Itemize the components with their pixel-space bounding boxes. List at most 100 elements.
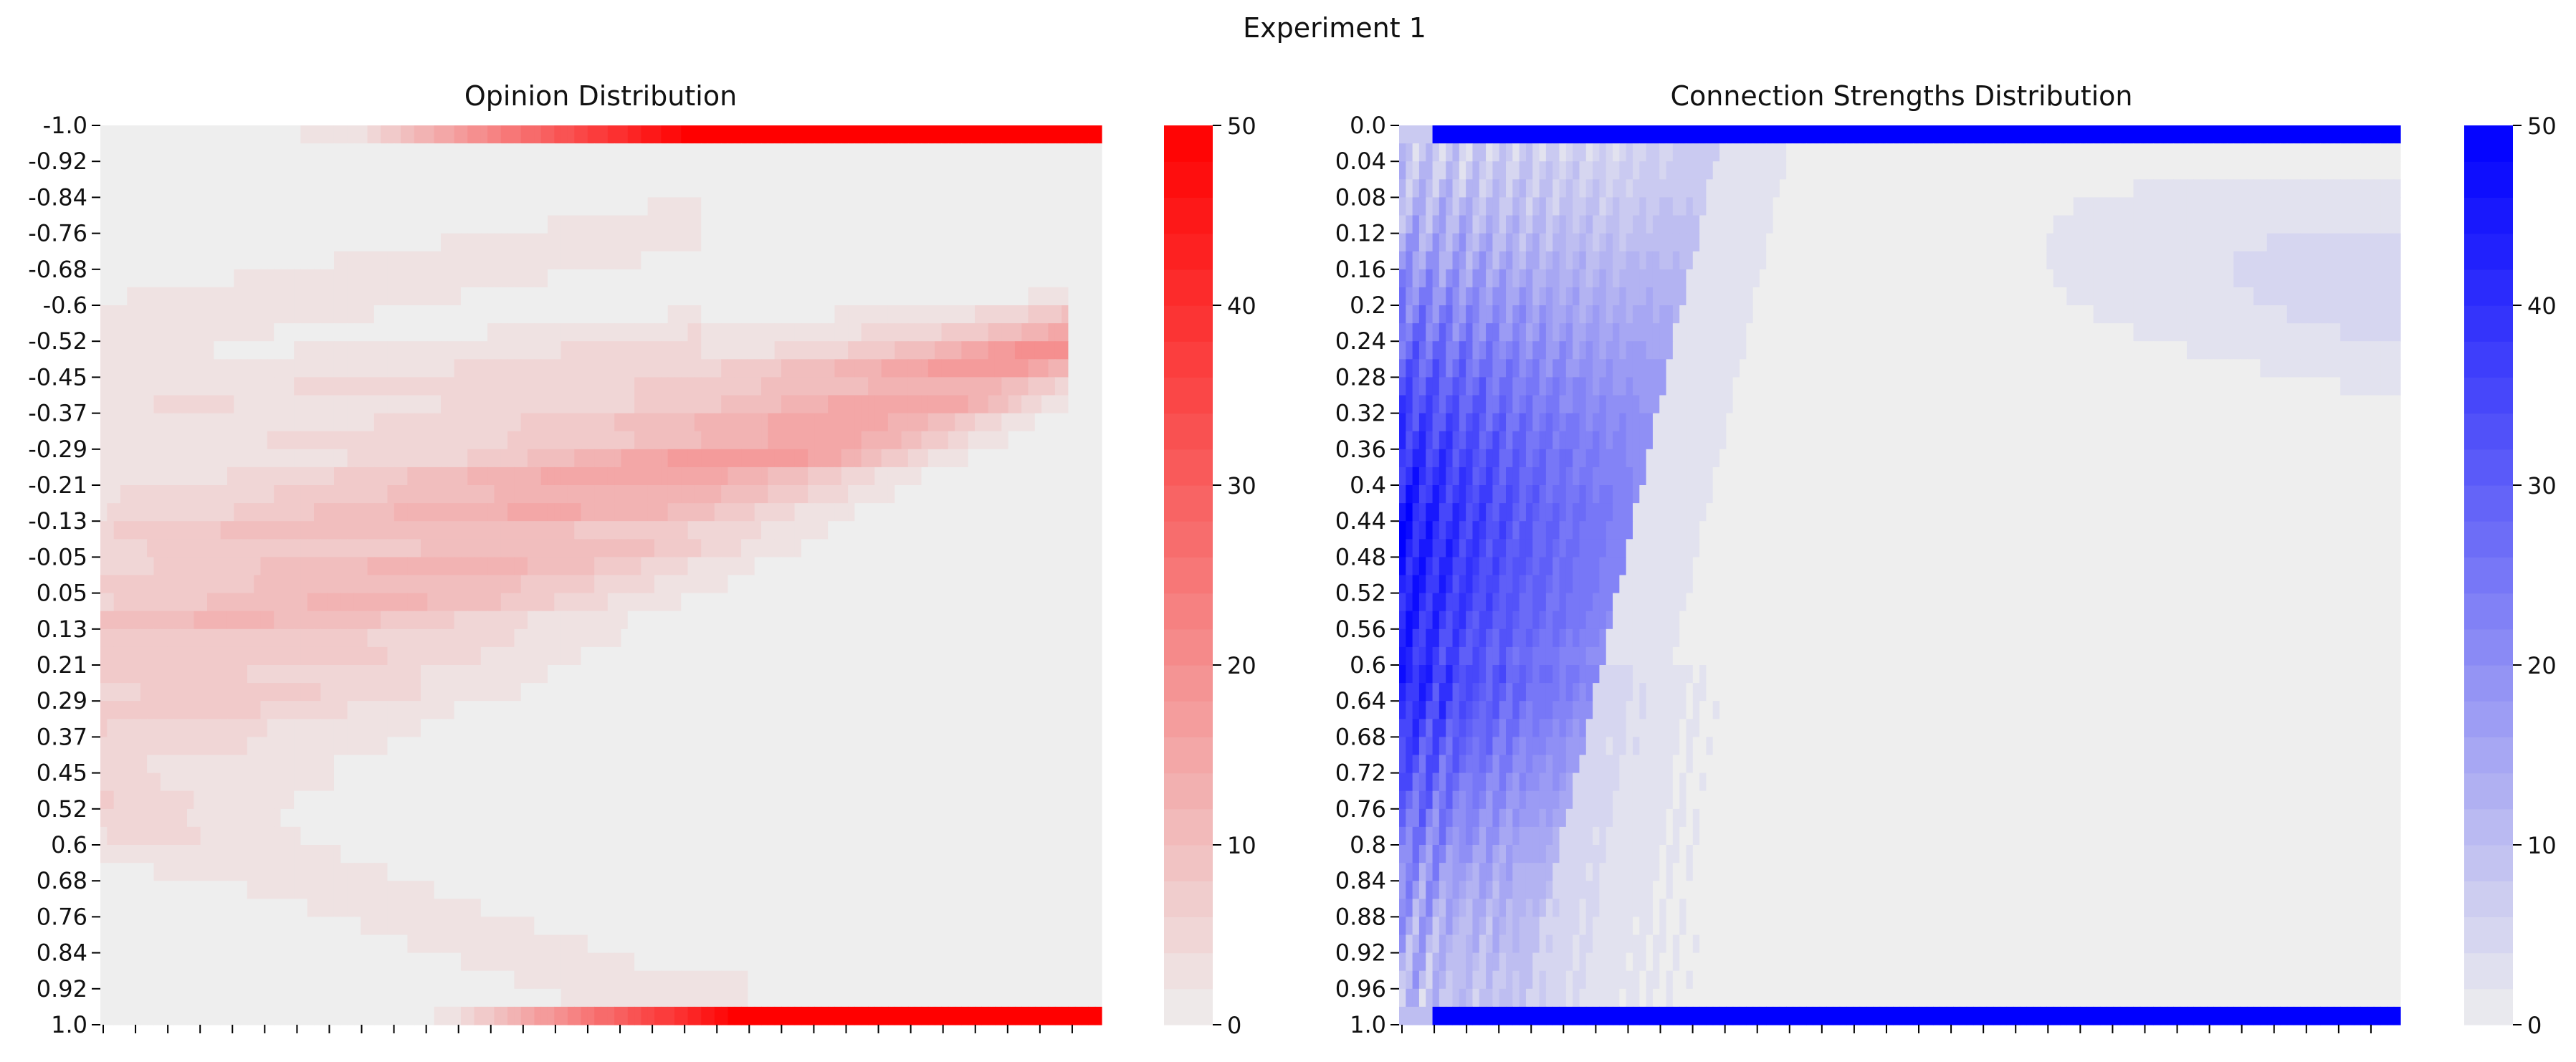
heatmap-cell: [748, 611, 755, 630]
heatmap-cell: [687, 701, 695, 719]
heatmap-cell: [1054, 665, 1062, 684]
heatmap-cell: [621, 593, 629, 612]
heatmap-cell: [634, 611, 641, 630]
heatmap-cell: [594, 449, 602, 468]
heatmap-cell: [480, 359, 488, 378]
heatmap-cell: [414, 395, 421, 414]
heatmap-cell: [320, 665, 328, 684]
heatmap-cell: [674, 359, 682, 378]
heatmap-cell: [247, 215, 254, 234]
heatmap-cell: [741, 341, 748, 360]
opinion-chart-title: Opinion Distribution: [464, 80, 737, 112]
heatmap-cell: [280, 719, 288, 737]
heatmap-cell: [347, 485, 355, 504]
heatmap-cell: [307, 449, 315, 468]
heatmap-cell: [407, 611, 415, 630]
heatmap-cell: [247, 413, 254, 432]
heatmap-cell: [254, 593, 262, 612]
heatmap-cell: [294, 719, 301, 737]
heatmap-cell: [454, 395, 462, 414]
heatmap-cell: [781, 646, 788, 666]
heatmap-cell: [474, 539, 482, 558]
heatmap-cell: [768, 485, 776, 504]
heatmap-cell: [113, 665, 121, 684]
heatmap-cell: [614, 359, 622, 378]
heatmap-cell: [373, 269, 381, 288]
heatmap-cell: [1048, 269, 1056, 288]
heatmap-cell: [234, 395, 242, 414]
heatmap-cell: [353, 467, 361, 486]
heatmap-cell: [821, 413, 829, 432]
heatmap-cell: [874, 269, 882, 288]
heatmap-cell: [1082, 251, 1089, 270]
heatmap-cell: [834, 287, 842, 306]
heatmap-cell: [480, 611, 488, 630]
heatmap-cell: [1062, 251, 1069, 270]
heatmap-cell: [728, 431, 735, 450]
heatmap-cell: [861, 539, 869, 558]
heatmap-cell: [654, 251, 662, 270]
heatmap-cell: [347, 251, 355, 270]
heatmap-cell: [674, 485, 682, 504]
heatmap-cell: [100, 646, 108, 666]
heatmap-cell: [1054, 359, 1062, 378]
heatmap-cell: [393, 701, 401, 719]
heatmap-cell: [1041, 683, 1049, 702]
heatmap-cell: [1001, 197, 1009, 216]
heatmap-cell: [941, 269, 949, 288]
heatmap-cell: [748, 431, 755, 450]
heatmap-cell: [133, 485, 141, 504]
heatmap-cell: [240, 557, 248, 576]
heatmap-cell: [140, 539, 148, 558]
heatmap-cell: [393, 431, 401, 450]
heatmap-cell: [834, 503, 842, 522]
heatmap-cell: [1028, 431, 1036, 450]
heatmap-cell: [560, 611, 568, 630]
heatmap-cell: [127, 467, 135, 486]
heatmap-cell: [1034, 485, 1042, 504]
heatmap-cell: [353, 215, 361, 234]
heatmap-cell: [474, 179, 482, 198]
heatmap-cell: [507, 413, 515, 432]
heatmap-cell: [587, 431, 595, 450]
heatmap-cell: [167, 449, 175, 468]
heatmap-cell: [1074, 395, 1082, 414]
heatmap-cell: [160, 179, 168, 198]
heatmap-cell: [915, 485, 922, 504]
heatmap-cell: [808, 503, 816, 522]
heatmap-cell: [861, 521, 869, 540]
heatmap-cell: [140, 323, 148, 342]
heatmap-cell: [300, 719, 308, 737]
heatmap-cell: [848, 395, 855, 414]
heatmap-cell: [547, 449, 555, 468]
heatmap-cell: [107, 431, 115, 450]
heatmap-cell: [520, 665, 528, 684]
heatmap-cell: [601, 611, 609, 630]
heatmap-cell: [921, 557, 929, 576]
heatmap-cell: [828, 323, 836, 342]
heatmap-cell: [220, 377, 228, 396]
heatmap-cell: [187, 161, 194, 180]
heatmap-cell: [681, 593, 689, 612]
heatmap-cell: [594, 413, 602, 432]
heatmap-cell: [393, 665, 401, 684]
heatmap-cell: [534, 341, 542, 360]
heatmap-cell: [307, 719, 315, 737]
heatmap-cell: [587, 161, 595, 180]
heatmap-cell: [567, 431, 575, 450]
heatmap-cell: [601, 485, 609, 504]
heatmap-cell: [401, 485, 409, 504]
heatmap-cell: [1088, 215, 1096, 234]
heatmap-cell: [701, 557, 709, 576]
heatmap-cell: [373, 341, 381, 360]
heatmap-cell: [968, 431, 975, 450]
heatmap-cell: [868, 377, 875, 396]
heatmap-cell: [728, 341, 735, 360]
heatmap-cell: [474, 161, 482, 180]
heatmap-cell: [915, 197, 922, 216]
heatmap-cell: [1008, 503, 1016, 522]
heatmap-cell: [160, 413, 168, 432]
heatmap-cell: [955, 593, 963, 612]
heatmap-cell: [554, 359, 562, 378]
heatmap-cell: [834, 359, 842, 378]
